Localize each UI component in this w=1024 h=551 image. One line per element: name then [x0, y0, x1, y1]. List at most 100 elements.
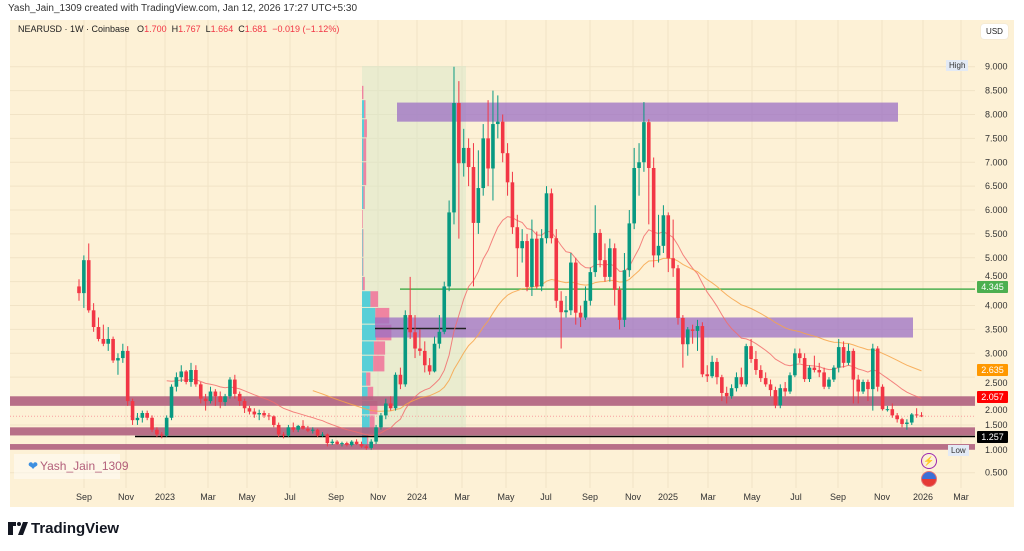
candle-up	[530, 238, 534, 287]
candle-down	[505, 153, 510, 183]
ema-slow-price-tag: 2.635	[977, 364, 1008, 376]
symbol-info[interactable]: NEARUSD · 1W · Coinbase	[18, 24, 130, 34]
author-watermark: ❤ Yash_Jain_1309	[14, 454, 129, 479]
candle-up	[539, 238, 544, 287]
candle-up	[374, 427, 378, 442]
candle-up	[583, 300, 588, 318]
candle-down	[213, 391, 218, 397]
candle-down	[272, 416, 276, 425]
candle-down	[315, 429, 320, 436]
us-flag-icon[interactable]	[921, 471, 937, 487]
currency-button[interactable]: USD	[981, 24, 1008, 39]
chart-panel[interactable]	[10, 20, 1014, 507]
candle-down	[822, 372, 826, 387]
candle-up	[452, 103, 456, 213]
candle-up	[544, 193, 549, 239]
candle-up	[836, 347, 841, 368]
x-tick-label: 2026	[913, 492, 933, 502]
candle-down	[919, 415, 924, 417]
x-tick-label: Nov	[874, 492, 891, 502]
close-label: C	[238, 24, 245, 34]
y-tick-label: 7.500	[985, 133, 1008, 143]
x-tick-label: 2023	[155, 492, 175, 502]
candle-down	[111, 338, 115, 361]
candle-down	[763, 378, 768, 385]
candle-up	[861, 381, 865, 392]
candle-up	[695, 326, 700, 331]
candle-down	[398, 374, 403, 385]
candle-up	[476, 188, 481, 223]
volume-profile-up-bar	[362, 341, 374, 355]
candle-up	[384, 403, 388, 416]
candle-down	[914, 414, 919, 416]
level-price-tag: 4.345	[977, 281, 1008, 293]
volume-profile-down-bar	[364, 119, 367, 138]
candle-up	[286, 427, 291, 436]
tradingview-logo[interactable]: TradingView	[8, 520, 119, 537]
candle-down	[486, 138, 490, 169]
candle-up	[369, 441, 373, 448]
candle-up	[228, 379, 232, 397]
chart-credit: Yash_Jain_1309 created with TradingView.…	[8, 3, 358, 14]
change-value: −0.019 (−1.12%)	[272, 24, 340, 34]
candle-up	[169, 386, 174, 418]
open-value: 1.700	[144, 24, 167, 34]
volume-profile-down-bar	[373, 341, 386, 355]
candle-down	[155, 429, 159, 435]
volume-profile-up-bar	[362, 100, 365, 119]
lightning-icon[interactable]: ⚡	[921, 453, 937, 469]
candle-up	[744, 346, 748, 385]
volume-profile-up-bar	[362, 401, 370, 415]
candle-down	[466, 147, 471, 168]
volume-profile-up-bar	[362, 434, 367, 448]
volume-profile-up-bar	[362, 324, 376, 341]
volume-profile-up-bar	[362, 119, 365, 138]
candle-down	[880, 386, 885, 410]
candle-up	[569, 262, 573, 311]
candle-up	[832, 367, 836, 380]
candle-up	[432, 343, 437, 372]
candle-down	[681, 317, 685, 345]
x-tick-label: May	[497, 492, 515, 502]
ema-fast-price-tag: 2.057	[977, 391, 1008, 403]
y-tick-label: 1.500	[985, 420, 1008, 430]
candle-up	[106, 338, 111, 344]
x-tick-label: Jul	[284, 492, 296, 502]
candle-up	[710, 361, 714, 377]
candle-down	[345, 443, 349, 445]
candle-down	[408, 315, 412, 333]
low-value: 1.664	[210, 24, 234, 34]
high-label: H	[171, 24, 179, 34]
x-tick-label: Nov	[370, 492, 387, 502]
candle-down	[573, 262, 578, 313]
candle-up	[729, 388, 734, 397]
candle-down	[510, 182, 515, 228]
candle-up	[461, 147, 466, 164]
volume-profile-up-bar	[362, 307, 376, 324]
candle-up	[257, 413, 261, 415]
candle-down	[413, 332, 417, 349]
candle-down	[646, 122, 651, 168]
candle-up	[296, 425, 300, 430]
candle-down	[301, 425, 305, 429]
candle-down	[159, 434, 164, 436]
candle-down	[666, 215, 671, 259]
candle-up	[793, 353, 797, 376]
symbol-legend: NEARUSD · 1W · Coinbase O1.700 H1.767 L1…	[18, 24, 339, 34]
x-tick-label: Nov	[625, 492, 642, 502]
candle-up	[310, 429, 315, 431]
candle-down	[198, 384, 203, 399]
candle-down	[418, 348, 422, 351]
ema-slow-line	[312, 257, 922, 412]
candle-up	[627, 223, 632, 271]
candle-down	[856, 379, 860, 392]
support-price-tag: 1.257	[977, 431, 1008, 443]
candle-down	[802, 358, 807, 380]
candle-down	[335, 441, 339, 445]
volume-profile-up-bar	[362, 138, 364, 162]
x-tick-label: Nov	[118, 492, 135, 502]
y-tick-label: 8.000	[985, 110, 1008, 120]
support-band	[10, 427, 975, 436]
candle-up	[637, 162, 641, 168]
